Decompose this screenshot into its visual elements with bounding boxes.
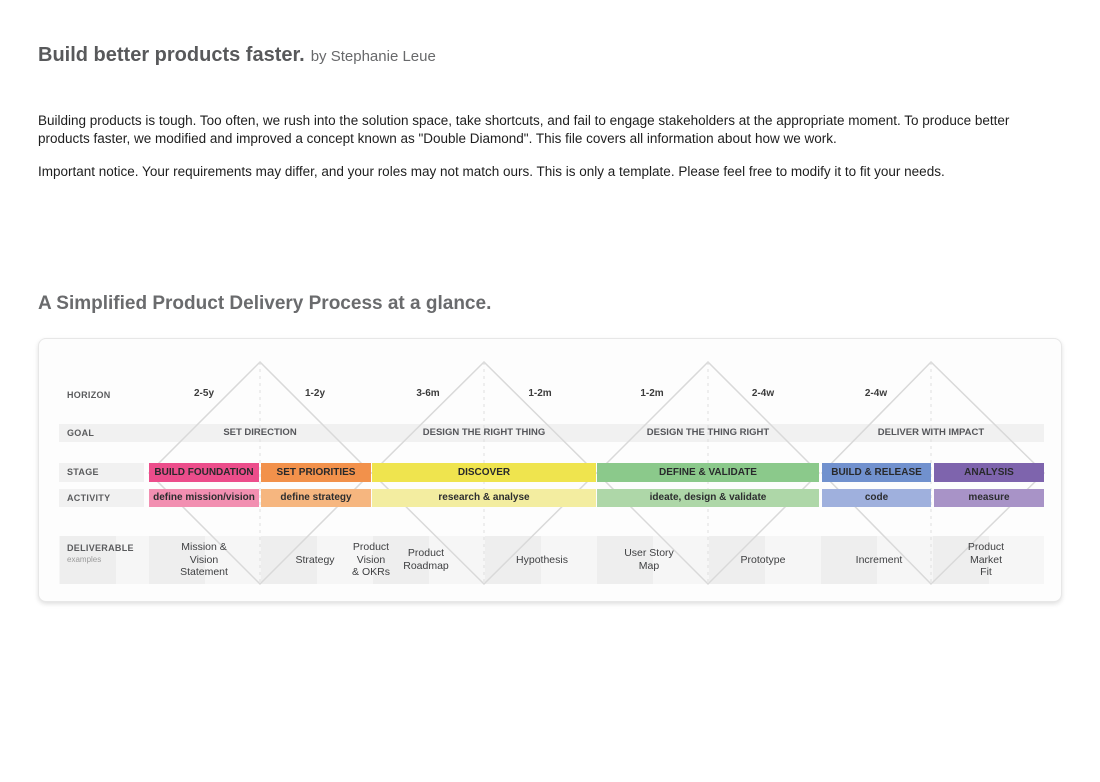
- goal-value: SET DIRECTION: [223, 427, 297, 438]
- stage-cell-build-foundation: BUILD FOUNDATION: [149, 463, 259, 482]
- activity-cell-research-analyse: research & analyse: [372, 489, 596, 507]
- activity-cell-measure: measure: [934, 489, 1044, 507]
- goal-value: DESIGN THE THING RIGHT: [646, 427, 770, 438]
- deliverable-row-band: [59, 536, 1044, 584]
- intro-paragraph-1: Building products is tough. Too often, w…: [38, 113, 1010, 146]
- row-label-goal: GOAL: [67, 428, 95, 438]
- goal-value: DESIGN THE RIGHT THING: [422, 427, 546, 438]
- deliverable-label-sub: examples: [67, 555, 102, 564]
- stage-cell-define-validate: DEFINE & VALIDATE: [597, 463, 819, 482]
- horizon-value: 3-6m: [416, 388, 440, 399]
- intro-paragraph-2: Important notice. Your requirements may …: [38, 164, 945, 179]
- row-label-deliverable: DELIVERABLE examples: [67, 543, 134, 565]
- horizon-value: 1-2y: [304, 388, 325, 399]
- page-header: Build better products faster. by Stephani…: [38, 44, 1038, 67]
- goal-value: DELIVER WITH IMPACT: [877, 427, 985, 438]
- stage-cell-set-priorities: SET PRIORITIES: [261, 463, 371, 482]
- horizon-value: 1-2m: [640, 388, 664, 399]
- section-heading: A Simplified Product Delivery Process at…: [38, 293, 492, 314]
- horizon-value: 1-2m: [528, 388, 552, 399]
- stage-label-cell: [59, 463, 144, 482]
- row-label-activity: ACTIVITY: [67, 493, 111, 503]
- row-label-horizon: HORIZON: [67, 390, 111, 400]
- activity-cell-ideate-design-validate: ideate, design & validate: [597, 489, 819, 507]
- activity-cell-define-mission-vision: define mission/vision: [149, 489, 259, 507]
- process-diagram-card: HORIZON GOAL STAGE ACTIVITY DELIVERABLE …: [38, 338, 1062, 602]
- deliverable-label-text: DELIVERABLE: [67, 543, 134, 553]
- activity-cell-define-strategy: define strategy: [261, 489, 371, 507]
- horizon-value: 2-4w: [751, 388, 775, 399]
- horizon-value: 2-4w: [864, 388, 888, 399]
- stage-cell-build-release: BUILD & RELEASE: [822, 463, 931, 482]
- row-label-stage: STAGE: [67, 467, 99, 477]
- activity-cell-code: code: [822, 489, 931, 507]
- byline: by Stephanie Leue: [310, 48, 436, 65]
- activity-label-cell: [59, 489, 144, 507]
- stage-cell-analysis: ANALYSIS: [934, 463, 1044, 482]
- horizon-value: 2-5y: [193, 388, 214, 399]
- page-title: Build better products faster.: [38, 44, 305, 66]
- stage-cell-discover: DISCOVER: [372, 463, 596, 482]
